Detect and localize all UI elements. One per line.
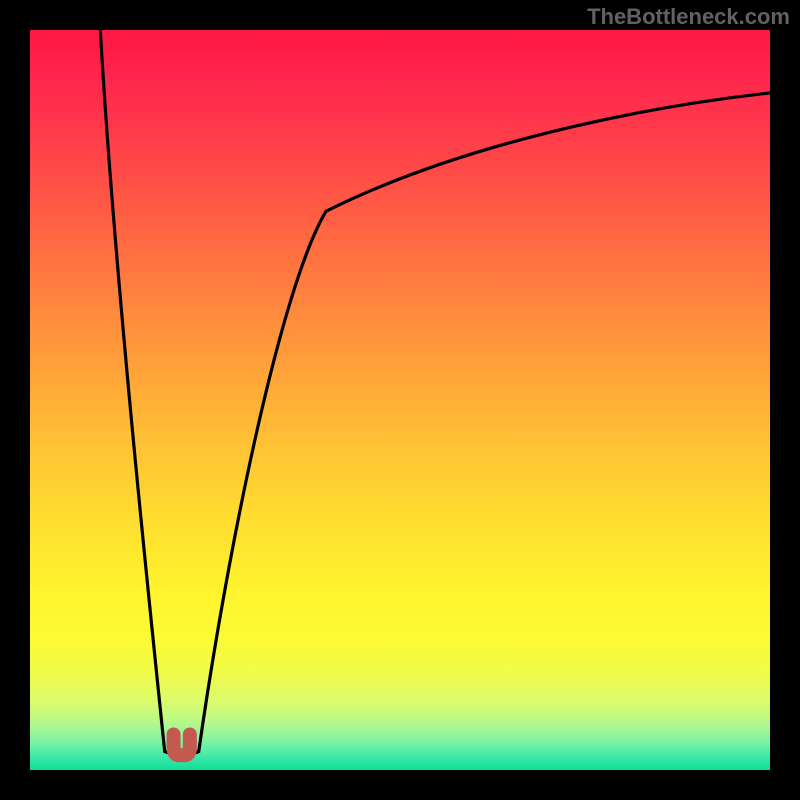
watermark-text: TheBottleneck.com: [587, 4, 790, 30]
plot-background: [30, 30, 770, 770]
chart-container: [0, 0, 800, 800]
bottleneck-chart: [0, 0, 800, 800]
